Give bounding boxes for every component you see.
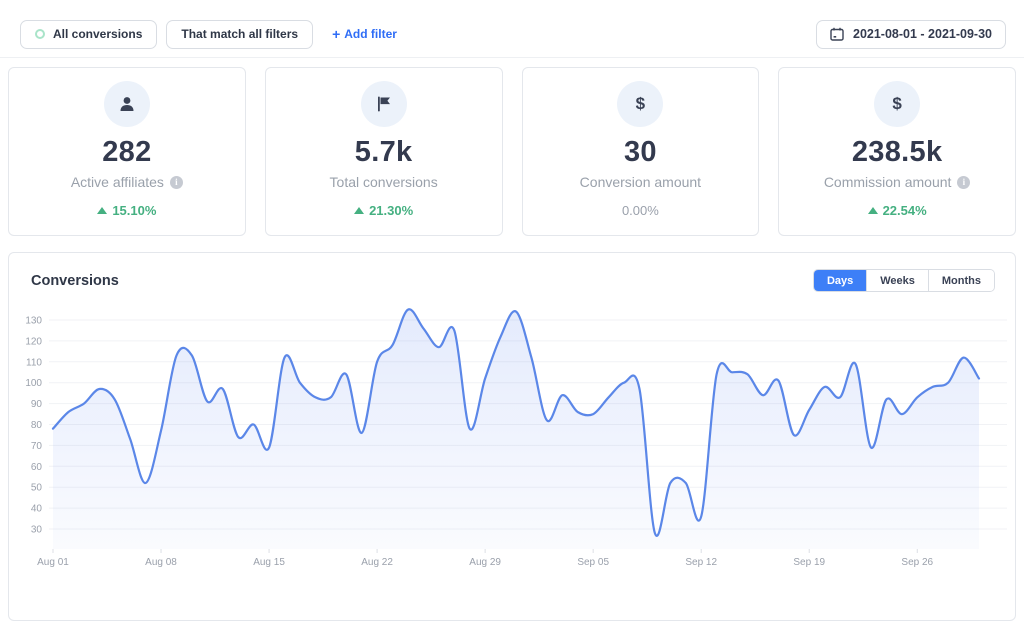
stat-value: 30 (623, 136, 657, 168)
date-range-picker[interactable]: 2021-08-01 - 2021-09-30 (816, 19, 1006, 49)
up-triangle-icon (97, 207, 108, 214)
flag-icon (377, 96, 390, 112)
info-icon[interactable]: i (169, 175, 183, 189)
tab-weeks[interactable]: Weeks (866, 270, 928, 291)
svg-text:50: 50 (31, 483, 43, 494)
range-toggle: Days Weeks Months (812, 269, 995, 292)
stat-label: Commission amount (823, 174, 952, 190)
calendar-icon (830, 27, 844, 41)
delta-value: 15.10% (112, 203, 157, 218)
stat-cards-row: 282 Active affiliates i 15.10% 5.7k Tota… (8, 67, 1016, 236)
svg-text:100: 100 (25, 378, 42, 389)
add-filter-label: Add filter (344, 27, 397, 41)
svg-text:60: 60 (31, 462, 43, 473)
svg-text:70: 70 (31, 441, 43, 452)
info-icon[interactable]: i (957, 175, 971, 189)
svg-text:40: 40 (31, 504, 43, 515)
svg-text:Sep 19: Sep 19 (793, 557, 825, 568)
plus-icon: + (332, 26, 341, 42)
all-conversions-button[interactable]: All conversions (20, 19, 158, 49)
all-conversions-label: All conversions (53, 27, 143, 41)
chart-title: Conversions (31, 272, 119, 289)
status-ring-icon (35, 29, 45, 39)
svg-text:Aug 01: Aug 01 (37, 557, 69, 568)
stat-value: 5.7k (354, 136, 413, 168)
stat-card-total-conversions: 5.7k Total conversions 21.30% (264, 67, 503, 236)
add-filter-button[interactable]: + Add filter (332, 26, 397, 42)
dollar-icon: $ (892, 94, 902, 113)
svg-text:30: 30 (31, 525, 43, 536)
svg-text:90: 90 (31, 399, 43, 410)
match-all-filters-label: That match all filters (181, 27, 299, 41)
svg-text:110: 110 (26, 357, 42, 368)
delta-value: 0.00% (621, 203, 659, 218)
svg-text:Sep 26: Sep 26 (901, 557, 933, 568)
filter-bar: All conversions That match all filters +… (20, 19, 1006, 49)
stat-label: Conversion amount (579, 174, 702, 190)
stat-label: Active affiliates (70, 174, 164, 190)
svg-text:Aug 08: Aug 08 (145, 557, 177, 568)
delta-value: 22.54% (882, 203, 927, 218)
stat-value: 238.5k (851, 136, 943, 168)
svg-text:130: 130 (25, 316, 42, 327)
svg-text:Aug 29: Aug 29 (469, 557, 501, 568)
conversions-panel: Conversions Days Weeks Months 130 120 110 1… (8, 252, 1016, 621)
dollar-icon: $ (635, 94, 646, 113)
stat-label: Total conversions (329, 174, 438, 190)
svg-text:Sep 05: Sep 05 (577, 557, 609, 568)
topbar-divider (0, 57, 1024, 58)
stat-card-conversion-amount: $ 30 Conversion amount 0.00% (521, 67, 760, 236)
svg-text:80: 80 (31, 420, 43, 431)
stat-value: 282 (102, 136, 152, 168)
stat-card-commission-amount: $ 238.5k Commission amount i 22.54% (778, 67, 1016, 236)
match-all-filters-button[interactable]: That match all filters (166, 19, 314, 49)
svg-text:Sep 12: Sep 12 (685, 557, 717, 568)
svg-text:Aug 15: Aug 15 (253, 557, 285, 568)
stat-card-active-affiliates: 282 Active affiliates i 15.10% (8, 67, 246, 236)
tab-days[interactable]: Days (813, 270, 868, 291)
tab-months[interactable]: Months (927, 270, 994, 291)
person-icon (120, 97, 134, 111)
svg-text:Aug 22: Aug 22 (361, 557, 393, 568)
conversions-chart[interactable]: 130 120 110 100 90 80 70 60 50 40 30 Aug 01 Aug 08 Au… (19, 296, 1009, 596)
delta-value: 21.30% (369, 203, 414, 218)
date-range-value: 2021-08-01 - 2021-09-30 (853, 27, 992, 41)
up-triangle-icon (867, 207, 878, 214)
up-triangle-icon (354, 207, 365, 214)
svg-text:120: 120 (25, 336, 42, 347)
